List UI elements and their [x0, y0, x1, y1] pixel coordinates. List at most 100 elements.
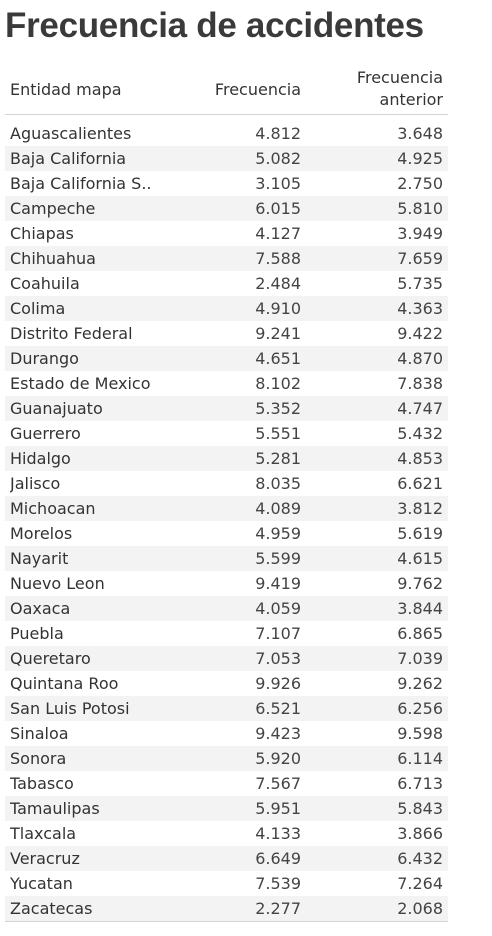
cell-previous-frequency: 5.735 — [397, 274, 443, 293]
table-row[interactable]: Estado de Mexico 8.102 7.838 — [5, 371, 448, 396]
cell-entity: Nayarit — [10, 549, 69, 568]
cell-previous-frequency: 3.844 — [397, 599, 443, 618]
cell-entity: Morelos — [10, 524, 73, 543]
cell-entity: Zacatecas — [10, 899, 93, 918]
table-row[interactable]: Quintana Roo 9.926 9.262 — [5, 671, 448, 696]
cell-previous-frequency: 9.262 — [397, 674, 443, 693]
table-row[interactable]: Jalisco 8.035 6.621 — [5, 471, 448, 496]
cell-previous-frequency: 3.648 — [397, 124, 443, 143]
cell-entity: Sinaloa — [10, 724, 69, 743]
cell-previous-frequency: 3.949 — [397, 224, 443, 243]
table-row[interactable]: Baja California 5.082 4.925 — [5, 146, 448, 171]
cell-previous-frequency: 4.853 — [397, 449, 443, 468]
table-row[interactable]: Distrito Federal 9.241 9.422 — [5, 321, 448, 346]
cell-previous-frequency: 4.363 — [397, 299, 443, 318]
cell-frequency: 4.133 — [255, 824, 301, 843]
table-row[interactable]: Tabasco 7.567 6.713 — [5, 771, 448, 796]
cell-previous-frequency: 7.264 — [397, 874, 443, 893]
cell-entity: San Luis Potosi — [10, 699, 130, 718]
table-row[interactable]: Morelos 4.959 5.619 — [5, 521, 448, 546]
cell-entity: Baja California — [10, 149, 127, 168]
cell-frequency: 7.567 — [255, 774, 301, 793]
cell-previous-frequency: 4.615 — [397, 549, 443, 568]
cell-entity: Campeche — [10, 199, 96, 218]
table-row[interactable]: Colima 4.910 4.363 — [5, 296, 448, 321]
table-row[interactable]: San Luis Potosi 6.521 6.256 — [5, 696, 448, 721]
table-row[interactable]: Yucatan 7.539 7.264 — [5, 871, 448, 896]
table-row[interactable]: Puebla 7.107 6.865 — [5, 621, 448, 646]
table-row[interactable]: Aguascalientes 4.812 3.648 — [5, 121, 448, 146]
cell-entity: Queretaro — [10, 649, 91, 668]
cell-frequency: 4.127 — [255, 224, 301, 243]
cell-entity: Guanajuato — [10, 399, 103, 418]
cell-previous-frequency: 6.865 — [397, 624, 443, 643]
table-row[interactable]: Campeche 6.015 5.810 — [5, 196, 448, 221]
cell-previous-frequency: 3.812 — [397, 499, 443, 518]
cell-previous-frequency: 6.114 — [397, 749, 443, 768]
cell-frequency: 9.926 — [255, 674, 301, 693]
cell-frequency: 5.352 — [255, 399, 301, 418]
table-row[interactable]: Queretaro 7.053 7.039 — [5, 646, 448, 671]
cell-frequency: 5.920 — [255, 749, 301, 768]
table-row[interactable]: Nayarit 5.599 4.615 — [5, 546, 448, 571]
cell-frequency: 5.599 — [255, 549, 301, 568]
table-row[interactable]: Hidalgo 5.281 4.853 — [5, 446, 448, 471]
cell-entity: Quintana Roo — [10, 674, 119, 693]
cell-entity: Yucatan — [10, 874, 73, 893]
cell-previous-frequency: 9.422 — [397, 324, 443, 343]
table-row[interactable]: Sinaloa 9.423 9.598 — [5, 721, 448, 746]
cell-entity: Tamaulipas — [10, 799, 100, 818]
table-row[interactable]: Michoacan 4.089 3.812 — [5, 496, 448, 521]
cell-entity: Tlaxcala — [10, 824, 77, 843]
cell-entity: Durango — [10, 349, 79, 368]
cell-frequency: 7.053 — [255, 649, 301, 668]
cell-frequency: 5.551 — [255, 424, 301, 443]
table-row[interactable]: Chiapas 4.127 3.949 — [5, 221, 448, 246]
cell-frequency: 4.089 — [255, 499, 301, 518]
cell-previous-frequency: 6.432 — [397, 849, 443, 868]
cell-frequency: 2.484 — [255, 274, 301, 293]
table-row[interactable]: Guerrero 5.551 5.432 — [5, 421, 448, 446]
column-header-previous-frequency[interactable]: Frecuencia anterior — [356, 68, 443, 109]
column-header-entity[interactable]: Entidad mapa — [10, 80, 122, 99]
cell-previous-frequency: 9.598 — [397, 724, 443, 743]
cell-entity: Estado de Mexico — [10, 374, 151, 393]
cell-frequency: 9.423 — [255, 724, 301, 743]
table-row[interactable]: Sonora 5.920 6.114 — [5, 746, 448, 771]
column-header-frequency[interactable]: Frecuencia — [214, 80, 301, 99]
cell-previous-frequency: 4.870 — [397, 349, 443, 368]
table-row[interactable]: Oaxaca 4.059 3.844 — [5, 596, 448, 621]
cell-previous-frequency: 6.621 — [397, 474, 443, 493]
cell-frequency: 4.959 — [255, 524, 301, 543]
table-row[interactable]: Nuevo Leon 9.419 9.762 — [5, 571, 448, 596]
cell-frequency: 6.521 — [255, 699, 301, 718]
table-row[interactable]: Zacatecas 2.277 2.068 — [5, 896, 448, 921]
cell-frequency: 8.035 — [255, 474, 301, 493]
cell-entity: Coahuila — [10, 274, 80, 293]
cell-frequency: 5.281 — [255, 449, 301, 468]
table-row[interactable]: Durango 4.651 4.870 — [5, 346, 448, 371]
table-body: Aguascalientes 4.812 3.648 Baja California 5… — [5, 121, 448, 921]
page-title: Frecuencia de accidentes — [5, 6, 424, 45]
table-row[interactable]: Tamaulipas 5.951 5.843 — [5, 796, 448, 821]
cell-previous-frequency: 4.925 — [397, 149, 443, 168]
cell-entity: Colima — [10, 299, 66, 318]
table-row[interactable]: Tlaxcala 4.133 3.866 — [5, 821, 448, 846]
table-row[interactable]: Chihuahua 7.588 7.659 — [5, 246, 448, 271]
cell-entity: Chihuahua — [10, 249, 96, 268]
cell-frequency: 5.082 — [255, 149, 301, 168]
cell-entity: Puebla — [10, 624, 64, 643]
cell-frequency: 7.539 — [255, 874, 301, 893]
cell-entity: Nuevo Leon — [10, 574, 105, 593]
table-row[interactable]: Coahuila 2.484 5.735 — [5, 271, 448, 296]
table-row[interactable]: Baja California S.. 3.105 2.750 — [5, 171, 448, 196]
cell-frequency: 9.419 — [255, 574, 301, 593]
cell-previous-frequency: 2.068 — [397, 899, 443, 918]
cell-previous-frequency: 7.659 — [397, 249, 443, 268]
cell-frequency: 2.277 — [255, 899, 301, 918]
cell-entity: Hidalgo — [10, 449, 71, 468]
table-row[interactable]: Veracruz 6.649 6.432 — [5, 846, 448, 871]
cell-previous-frequency: 2.750 — [397, 174, 443, 193]
cell-previous-frequency: 9.762 — [397, 574, 443, 593]
table-row[interactable]: Guanajuato 5.352 4.747 — [5, 396, 448, 421]
